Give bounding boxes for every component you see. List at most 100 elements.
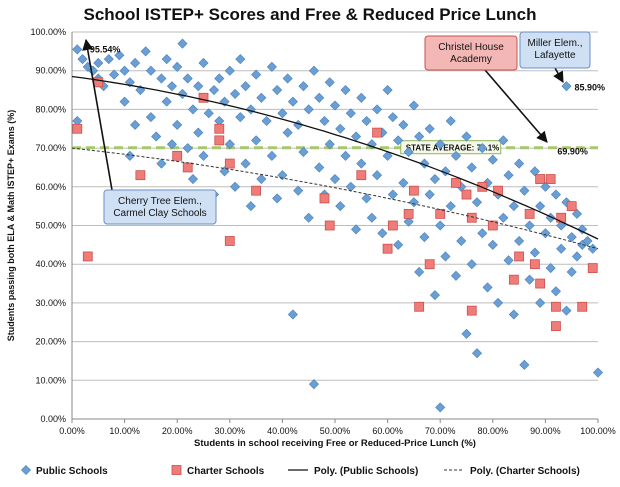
public-school-point xyxy=(477,228,488,239)
charter-school-point xyxy=(424,259,435,270)
callout-arrow xyxy=(484,69,548,143)
charter-school-point xyxy=(566,201,577,212)
public-school-point xyxy=(524,220,535,231)
charter-school-point xyxy=(493,185,503,196)
charter-school-point xyxy=(524,208,535,219)
callout-text: Academy xyxy=(450,54,492,65)
x-tick-label: 40.00% xyxy=(267,426,298,436)
charter-school-point xyxy=(535,278,546,289)
public-school-point xyxy=(335,201,346,212)
public-school-point xyxy=(187,104,199,115)
public-school-point xyxy=(466,162,477,173)
y-tick-label: 60.00% xyxy=(35,182,66,192)
data-label: 85.90% xyxy=(574,83,605,93)
callout-box xyxy=(103,189,217,225)
x-axis-ticks: 0.00% 10.00% 20.00% 30.00% 40.00% 50.00% 60.00… xyxy=(59,419,616,436)
public-school-point xyxy=(482,177,493,188)
public-school-point xyxy=(335,123,346,134)
legend-charter-marker xyxy=(171,465,182,475)
public-school-point xyxy=(566,232,577,243)
public-school-point xyxy=(308,379,319,390)
x-tick-label: 20.00% xyxy=(162,426,193,436)
state-average: STATE AVERAGE: 70.1% xyxy=(72,140,598,155)
callout-text: Cherry Tree Elem., xyxy=(118,196,202,207)
public-school-point xyxy=(224,65,235,76)
public-school-point xyxy=(398,119,409,130)
public-school-point xyxy=(508,309,519,320)
charter-school-point xyxy=(414,301,425,312)
charter-school-point xyxy=(372,127,382,138)
public-school-point xyxy=(198,57,209,68)
public-school-point xyxy=(435,139,446,150)
public-school-point xyxy=(103,54,114,65)
public-school-point xyxy=(519,359,530,370)
public-school-point xyxy=(340,85,351,96)
public-school-point xyxy=(535,201,546,212)
public-school-point xyxy=(503,170,514,181)
public-school-point xyxy=(571,208,582,219)
charter-school-point xyxy=(182,162,193,173)
charter-school-point xyxy=(214,123,225,134)
public-school-point xyxy=(72,44,83,55)
public-school-point xyxy=(450,270,462,281)
public-school-point xyxy=(324,139,335,150)
charter-school-point xyxy=(577,301,588,312)
legend-public-label: Public Schools xyxy=(36,466,108,477)
public-school-point xyxy=(340,150,351,161)
public-school-point xyxy=(556,243,567,254)
public-school-point xyxy=(77,54,88,65)
public-school-point xyxy=(240,158,251,169)
public-school-point xyxy=(319,115,330,127)
public-school-point xyxy=(208,85,220,96)
public-school-point xyxy=(356,92,367,103)
public-school-point xyxy=(366,212,377,223)
public-school-point xyxy=(440,251,451,262)
public-school-point xyxy=(487,154,498,165)
x-tick-label: 80.00% xyxy=(478,426,509,436)
charter-school-point xyxy=(403,208,414,219)
public-school-point xyxy=(540,181,551,192)
callout-text: Carmel Clay Schools xyxy=(113,208,206,219)
public-school-point xyxy=(203,108,214,119)
public-school-point xyxy=(435,220,446,231)
charter-school-point xyxy=(451,178,461,188)
x-tick-label: 70.00% xyxy=(425,426,456,436)
public-school-point xyxy=(450,150,462,161)
charter-school-point xyxy=(408,185,419,196)
public-school-point xyxy=(119,96,130,107)
x-tick-label: 10.00% xyxy=(109,426,140,436)
public-school-point xyxy=(293,185,304,196)
charter-school-point xyxy=(224,236,235,246)
public-school-point xyxy=(482,282,493,293)
public-school-point xyxy=(345,108,356,119)
public-school-point xyxy=(408,197,419,208)
public-school-point xyxy=(382,85,393,96)
callout-text: Christel House xyxy=(438,42,504,53)
public-school-point xyxy=(387,189,398,200)
public-school-point xyxy=(166,81,177,92)
public-school-point xyxy=(187,174,199,185)
public-school-point xyxy=(403,146,414,157)
public-school-point xyxy=(251,135,262,146)
public-school-point xyxy=(298,146,309,157)
y-tick-label: 20.00% xyxy=(35,337,66,347)
public-school-point xyxy=(456,235,467,247)
charter-school-point xyxy=(324,220,335,231)
public-school-point xyxy=(287,309,298,320)
charter-schools-series xyxy=(72,77,598,332)
callouts: Cherry Tree Elem.,Carmel Clay Schools Chr… xyxy=(82,31,591,225)
charter-school-point xyxy=(224,158,235,169)
legend-charter-label: Charter Schools xyxy=(187,466,265,477)
public-school-point xyxy=(471,348,483,359)
charter-school-point xyxy=(545,174,556,184)
public-school-point xyxy=(230,181,241,192)
y-tick-label: 0.00% xyxy=(40,414,66,424)
public-school-point xyxy=(561,305,572,316)
charter-school-point xyxy=(466,305,477,316)
public-school-point xyxy=(372,104,383,115)
callout-arrow xyxy=(82,38,113,191)
callout-arrow xyxy=(553,67,564,83)
public-school-point xyxy=(403,216,414,227)
public-school-point xyxy=(477,143,488,154)
data-label: 69.90% xyxy=(557,146,588,156)
